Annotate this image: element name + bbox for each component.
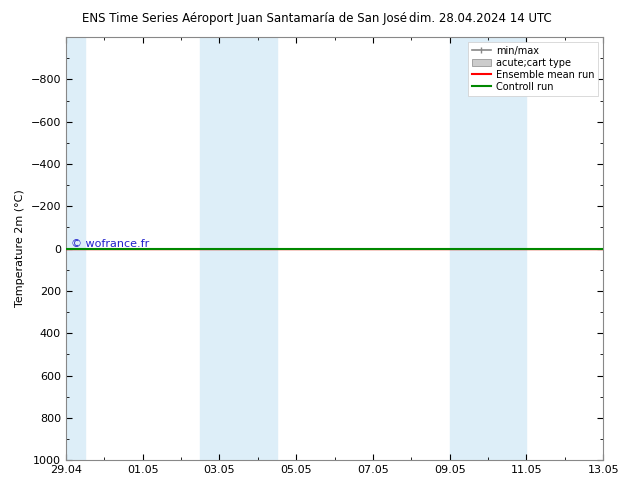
Bar xyxy=(450,37,526,460)
Text: ENS Time Series Aéroport Juan Santamaría de San José: ENS Time Series Aéroport Juan Santamaría… xyxy=(82,12,408,25)
Bar xyxy=(66,37,85,460)
Bar xyxy=(200,37,277,460)
Text: © wofrance.fr: © wofrance.fr xyxy=(71,239,150,248)
Y-axis label: Temperature 2m (°C): Temperature 2m (°C) xyxy=(15,190,25,307)
Text: dim. 28.04.2024 14 UTC: dim. 28.04.2024 14 UTC xyxy=(409,12,552,25)
Legend: min/max, acute;cart type, Ensemble mean run, Controll run: min/max, acute;cart type, Ensemble mean … xyxy=(468,42,598,96)
